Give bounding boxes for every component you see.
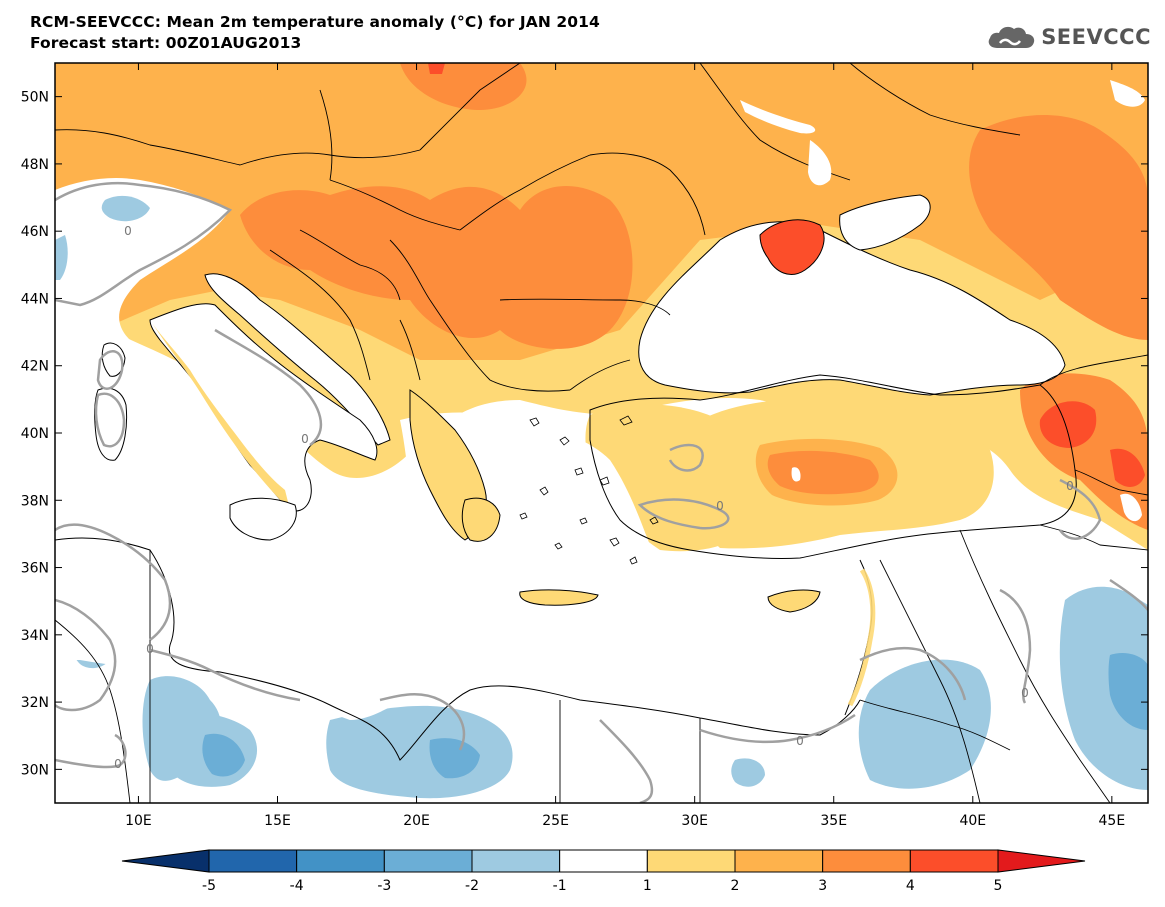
colorbar-swatch <box>734 849 824 873</box>
sea-of-azov <box>839 194 931 251</box>
logo-text: SEEVCCC <box>1041 25 1151 49</box>
anomaly-3-4-anatolia-core <box>767 450 879 495</box>
anomaly-4-5-armenia <box>1039 401 1097 448</box>
lon-tick-label: 10E <box>125 813 152 829</box>
sardinia <box>94 387 128 461</box>
colorbar-level-label: 3 <box>818 878 827 894</box>
colorbar-level-label: -4 <box>290 878 304 894</box>
colorbar-level-label: 4 <box>906 878 915 894</box>
contour-label-zero: 0 <box>1066 479 1074 493</box>
crete <box>519 589 599 606</box>
lat-tick-label: 46N <box>21 224 49 240</box>
lat-tick-label: 48N <box>21 157 49 173</box>
anomaly-3-4-poland <box>400 63 527 110</box>
dnieper-reservoir <box>740 100 816 134</box>
contour-label-zero: 0 <box>796 734 804 748</box>
colorbar-level-label: -1 <box>553 878 567 894</box>
lat-tick-label: 40N <box>21 426 49 442</box>
anomaly-neg-1-2-alps <box>101 195 150 222</box>
zero-contours <box>55 181 1148 803</box>
colorbar-swatch <box>296 849 385 873</box>
colorbar-level-label: 2 <box>731 878 740 894</box>
lat-tick-label: 32N <box>21 695 49 711</box>
crimea <box>759 219 825 275</box>
colorbar-swatch <box>208 849 298 873</box>
turkey-outline <box>589 374 1077 559</box>
lat-tick-label: 42N <box>21 359 49 375</box>
anomaly-neg-1-2-egypt <box>731 758 765 787</box>
anomaly-3-4-russia <box>969 115 1148 340</box>
lon-tick-label: 30E <box>681 813 708 829</box>
seevccc-logo: SEEVCCC <box>985 22 1151 52</box>
colorbar-swatch <box>822 849 911 873</box>
anomaly-neg-2-3-libya <box>202 733 245 777</box>
map-title: RCM-SEEVCCC: Mean 2m temperature anomaly… <box>30 13 600 31</box>
lat-tick-label: 44N <box>21 291 49 307</box>
lon-tick-label: 35E <box>820 813 847 829</box>
anomaly-3-4-balkans <box>240 186 633 349</box>
anomaly-neg-2-3-sirte <box>429 738 480 779</box>
cloud-icon <box>988 26 1035 48</box>
colorbar-level-label: -3 <box>377 878 391 894</box>
longitude-axis: 10E 15E 20E 25E 30E 35E 40E 45E <box>125 63 1125 829</box>
contour-label-zero: 0 <box>146 642 154 656</box>
italy-east-coast-anomaly <box>150 320 290 510</box>
map-plot-area <box>55 63 1148 803</box>
peloponnese <box>461 497 501 542</box>
anomaly-neg-1-2-iraq <box>1059 586 1148 790</box>
cyprus <box>767 589 821 613</box>
colorbar-level-label: 1 <box>643 878 652 894</box>
colorbar-min-triangle <box>121 849 210 873</box>
colorbar-swatch <box>471 849 561 873</box>
colorbar-swatch <box>646 849 736 873</box>
anomaly-neg-1-2-france <box>55 235 68 280</box>
lon-tick-label: 20E <box>403 813 430 829</box>
anomaly-neg-2-3-iraq <box>1108 653 1148 730</box>
reservoir-2 <box>808 140 832 186</box>
north-africa-coast <box>55 537 861 761</box>
lon-tick-label: 25E <box>542 813 569 829</box>
colorbar-swatch <box>383 849 473 873</box>
anomaly-4-5-north <box>428 63 445 74</box>
lat-tick-label: 34N <box>21 628 49 644</box>
lat-tick-label: 50N <box>21 90 49 106</box>
colorbar-max-triangle <box>997 849 1086 873</box>
anomaly-neg-1-2-sirte <box>326 705 513 799</box>
contour-label-zero: 0 <box>1021 686 1029 700</box>
lat-tick-label: 36N <box>21 561 49 577</box>
lon-tick-label: 45E <box>1099 813 1126 829</box>
contour-label-zero: 0 <box>301 432 309 446</box>
contour-label-zero: 0 <box>716 499 724 513</box>
colorbar-level-label: -2 <box>465 878 479 894</box>
political-borders <box>55 63 1148 803</box>
sicily <box>229 497 297 541</box>
colorbar-level-label: 5 <box>994 878 1003 894</box>
adriatic-sea <box>204 273 391 446</box>
aegean-islands <box>519 415 659 565</box>
mediterranean-sea-east <box>55 540 867 740</box>
latitude-axis: 50N 48N 46N 44N 42N 40N 38N 36N 34N 32N 30N <box>21 90 1148 778</box>
contour-label-zero: 0 <box>124 224 132 238</box>
colorbar-swatch <box>559 849 648 873</box>
colorbar-level-label: -5 <box>202 878 216 894</box>
reservoir-3 <box>1110 80 1145 107</box>
levant-anomaly <box>847 568 876 707</box>
lon-tick-label: 40E <box>959 813 986 829</box>
colorbar-swatch <box>909 849 999 873</box>
lat-tick-label: 38N <box>21 493 49 509</box>
salt-lake-tuz <box>791 467 801 482</box>
lat-tick-label: 30N <box>21 762 49 778</box>
contour-labels: 0 0 0 0 0 0 0 0 <box>114 224 1074 771</box>
title-block: RCM-SEEVCCC: Mean 2m temperature anomaly… <box>30 12 600 54</box>
forecast-start-label: Forecast start: 00Z01AUG2013 <box>30 34 302 52</box>
anomaly-4-5-iran <box>1110 448 1145 487</box>
lake-urmia <box>1120 493 1142 522</box>
colorbar: -5 -4 -3 -2 -1 1 2 3 4 5 <box>121 849 1086 894</box>
contour-label-zero: 0 <box>114 757 122 771</box>
lon-tick-label: 15E <box>264 813 291 829</box>
anomaly-neg-1-2-saudi <box>858 659 991 789</box>
